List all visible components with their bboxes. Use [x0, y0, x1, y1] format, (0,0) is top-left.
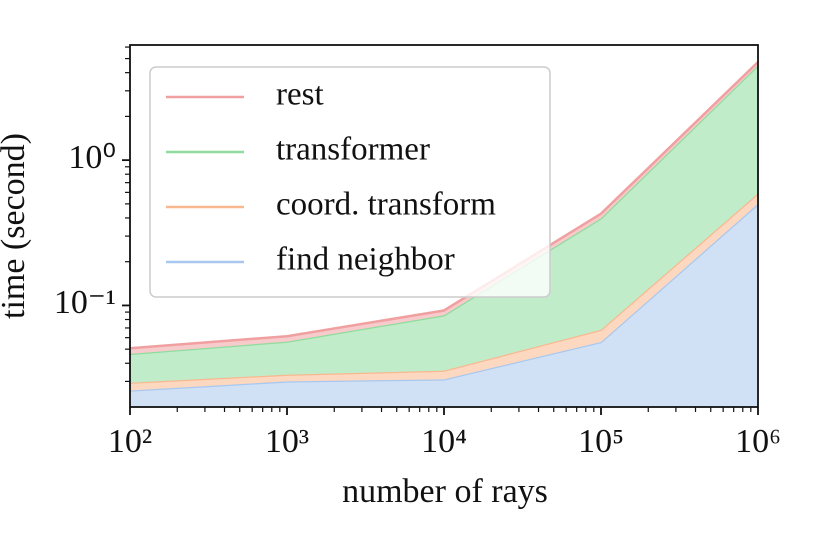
y-tick-label: 10⁻¹	[54, 284, 116, 321]
x-tick-label: 10³	[265, 423, 309, 460]
legend-label: transformer	[276, 132, 430, 168]
x-axis-label: number of rays	[342, 473, 548, 510]
area-edge	[129, 61, 759, 350]
legend-label: rest	[276, 77, 324, 113]
area	[130, 193, 758, 391]
legend: rest transformer coord. transform find neig…	[149, 66, 551, 298]
legend-label: coord. transform	[276, 187, 496, 223]
area	[130, 203, 758, 407]
area	[130, 65, 758, 383]
x-tick-label: 10⁶	[735, 423, 781, 460]
x-tick-label: 10⁵	[578, 423, 624, 460]
x-tick-label: 10²	[108, 423, 152, 460]
legend-box	[149, 66, 551, 298]
y-tick-label: 10⁰	[68, 139, 116, 176]
y-axis-label: time (second)	[0, 133, 32, 319]
legend-label: find neighbor	[276, 242, 455, 278]
x-tick-label: 10⁴	[421, 423, 467, 460]
